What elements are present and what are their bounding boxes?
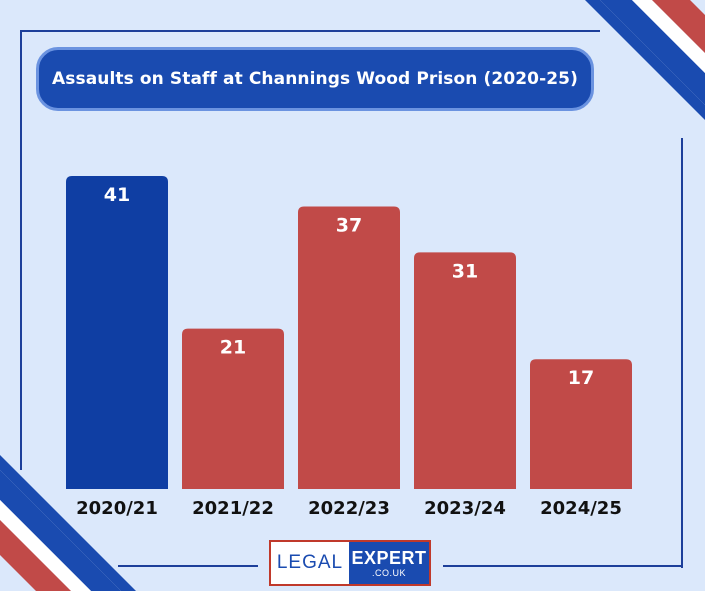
logo-domain-text: .CO.UK bbox=[371, 567, 406, 578]
chart-title-pill: Assaults on Staff at Channings Wood Pris… bbox=[36, 47, 594, 111]
bar-2021-22 bbox=[182, 328, 284, 489]
bar-2020-21 bbox=[66, 176, 168, 489]
frame-line-bottom-right bbox=[443, 565, 683, 567]
bar-value-label: 17 bbox=[568, 367, 594, 389]
logo-expert-text: EXPERT bbox=[351, 547, 427, 568]
logo-expert-block: EXPERT .CO.UK bbox=[349, 542, 429, 584]
chart-title: Assaults on Staff at Channings Wood Pris… bbox=[52, 69, 578, 89]
category-label: 2020/21 bbox=[76, 498, 158, 519]
bar-2023-24 bbox=[414, 252, 516, 489]
category-label: 2022/23 bbox=[308, 498, 390, 519]
frame-line-left bbox=[20, 30, 22, 470]
bar-value-label: 37 bbox=[336, 215, 362, 237]
frame-line-right bbox=[681, 138, 683, 568]
frame-line-bottom-left bbox=[118, 565, 258, 567]
bar-2022-23 bbox=[298, 206, 400, 489]
bar-value-label: 41 bbox=[104, 184, 130, 206]
legal-expert-logo: LEGAL EXPERT .CO.UK bbox=[269, 540, 431, 586]
category-label: 2024/25 bbox=[540, 498, 622, 519]
frame-line-top bbox=[20, 30, 600, 32]
category-label: 2021/22 bbox=[192, 498, 274, 519]
logo-legal-text: LEGAL bbox=[276, 552, 344, 573]
bar-value-label: 31 bbox=[452, 260, 478, 282]
category-label: 2023/24 bbox=[424, 498, 506, 519]
bar-value-label: 21 bbox=[220, 337, 246, 359]
bar-2024-25 bbox=[530, 359, 632, 489]
